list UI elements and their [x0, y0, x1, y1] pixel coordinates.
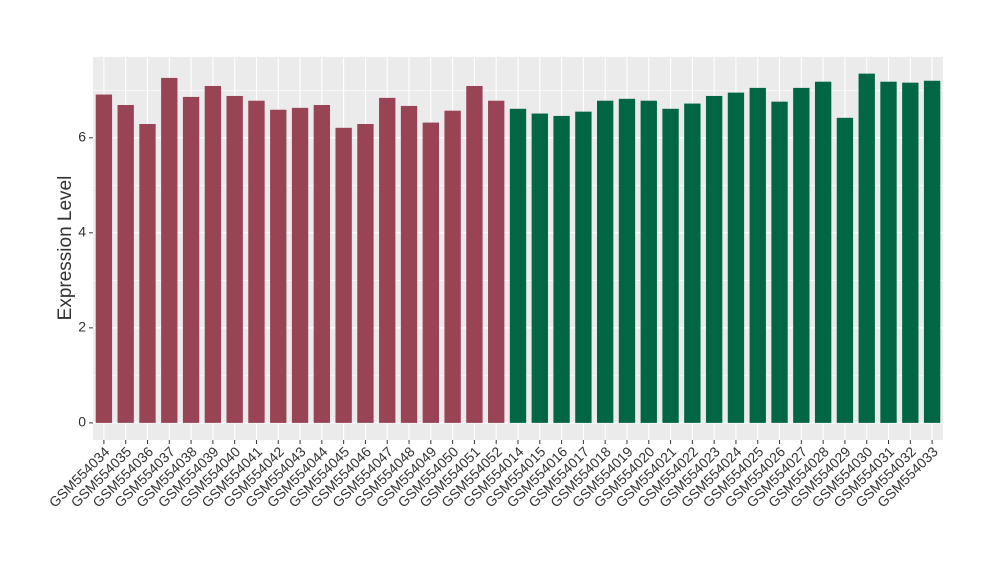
bar: [618, 98, 636, 423]
bar: [182, 96, 200, 423]
bar: [204, 85, 222, 423]
bar: [488, 100, 505, 423]
bar: [509, 108, 527, 423]
bar: [793, 87, 810, 423]
bar: [553, 115, 570, 423]
y-tick-label: 0: [78, 414, 86, 430]
bar: [880, 81, 897, 423]
bar: [902, 82, 919, 423]
bar: [923, 80, 941, 423]
bar: [335, 127, 352, 423]
bar: [705, 95, 723, 423]
y-tick-label: 4: [78, 224, 86, 240]
bar: [836, 117, 854, 423]
bar: [95, 94, 113, 423]
bar: [357, 124, 374, 423]
bar: [248, 100, 265, 423]
bar: [640, 100, 657, 423]
bar: [749, 87, 766, 423]
bar: [139, 124, 156, 423]
y-tick-label: 6: [78, 128, 86, 144]
bar: [226, 95, 243, 423]
bar: [379, 97, 396, 423]
bar: [400, 105, 418, 423]
bar: [771, 101, 788, 423]
bar: [858, 73, 875, 423]
bar: [444, 110, 461, 423]
y-tick-label: 2: [78, 319, 86, 335]
bar: [291, 107, 309, 423]
bar: [662, 108, 679, 423]
bar: [684, 103, 701, 423]
bar: [161, 77, 178, 423]
bar: [597, 100, 614, 423]
y-axis-label: Expression Level: [55, 176, 76, 321]
bar: [466, 85, 483, 423]
bar: [422, 122, 439, 423]
bar: [270, 109, 287, 423]
bar: [531, 113, 548, 423]
bar: [313, 104, 331, 423]
bar: [575, 111, 592, 423]
bar: [814, 81, 832, 423]
bar: [727, 92, 745, 423]
bar: [117, 104, 134, 423]
